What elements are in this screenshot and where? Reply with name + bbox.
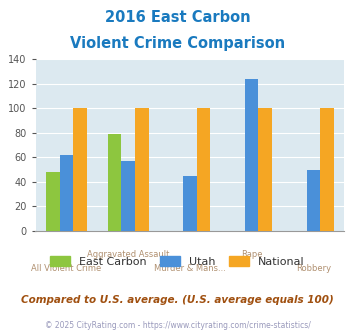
Bar xyxy=(258,109,272,231)
Text: Rape: Rape xyxy=(241,250,262,259)
Text: © 2025 CityRating.com - https://www.cityrating.com/crime-statistics/: © 2025 CityRating.com - https://www.city… xyxy=(45,321,310,330)
Text: Murder & Mans...: Murder & Mans... xyxy=(154,264,226,273)
Text: Violent Crime Comparison: Violent Crime Comparison xyxy=(70,36,285,51)
Text: Aggravated Assault: Aggravated Assault xyxy=(87,250,169,259)
Bar xyxy=(307,170,320,231)
Text: All Violent Crime: All Violent Crime xyxy=(31,264,102,273)
Text: Compared to U.S. average. (U.S. average equals 100): Compared to U.S. average. (U.S. average … xyxy=(21,295,334,305)
Bar xyxy=(121,161,135,231)
Bar xyxy=(183,176,197,231)
Bar xyxy=(320,109,334,231)
Bar xyxy=(60,155,73,231)
Text: 2016 East Carbon: 2016 East Carbon xyxy=(105,10,250,25)
Bar xyxy=(135,109,148,231)
Bar xyxy=(197,109,210,231)
Text: Robbery: Robbery xyxy=(296,264,331,273)
Bar xyxy=(108,134,121,231)
Bar xyxy=(46,172,60,231)
Bar xyxy=(73,109,87,231)
Bar xyxy=(245,79,258,231)
Legend: East Carbon, Utah, National: East Carbon, Utah, National xyxy=(50,256,305,267)
